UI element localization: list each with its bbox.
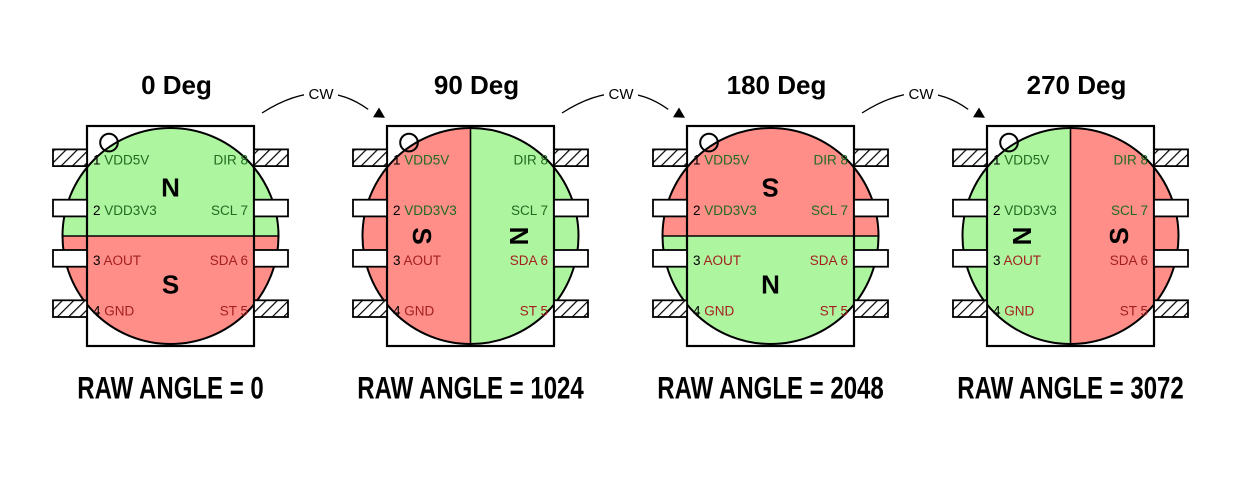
svg-text:S: S [762,172,779,202]
svg-text:S: S [1104,227,1134,244]
svg-text:4 GND: 4 GND [993,303,1035,318]
svg-text:SCL 7: SCL 7 [1111,203,1148,218]
svg-text:DIR 8: DIR 8 [513,152,548,167]
svg-text:DIR 8: DIR 8 [1113,152,1148,167]
svg-text:4 GND: 4 GND [693,303,735,318]
svg-text:3 AOUT: 3 AOUT [393,253,441,268]
svg-text:1 VDD5V: 1 VDD5V [993,152,1049,167]
svg-text:4 GND: 4 GND [93,303,135,318]
svg-text:SDA 6: SDA 6 [210,253,248,268]
svg-text:S: S [407,227,437,244]
svg-text:2 VDD3V3: 2 VDD3V3 [393,203,457,218]
svg-text:N: N [1007,227,1037,246]
svg-text:1 VDD5V: 1 VDD5V [93,152,149,167]
svg-text:N: N [161,172,180,202]
svg-text:DIR 8: DIR 8 [213,152,248,167]
svg-text:SDA 6: SDA 6 [1110,253,1148,268]
svg-text:1 VDD5V: 1 VDD5V [393,152,449,167]
svg-text:ST 5: ST 5 [520,303,548,318]
svg-text:DIR 8: DIR 8 [813,152,848,167]
svg-text:N: N [504,227,534,246]
svg-text:3 AOUT: 3 AOUT [93,253,141,268]
svg-text:S: S [162,270,179,300]
svg-text:ST 5: ST 5 [1120,303,1148,318]
svg-text:2 VDD3V3: 2 VDD3V3 [93,203,157,218]
svg-text:ST 5: ST 5 [820,303,848,318]
svg-text:SCL 7: SCL 7 [211,203,248,218]
svg-text:4 GND: 4 GND [393,303,435,318]
svg-text:SDA 6: SDA 6 [810,253,848,268]
svg-text:SCL 7: SCL 7 [511,203,548,218]
svg-text:3 AOUT: 3 AOUT [993,253,1041,268]
svg-text:3 AOUT: 3 AOUT [693,253,741,268]
svg-text:1 VDD5V: 1 VDD5V [693,152,749,167]
svg-text:N: N [761,270,780,300]
svg-text:SDA 6: SDA 6 [510,253,548,268]
svg-text:ST 5: ST 5 [220,303,248,318]
svg-text:SCL 7: SCL 7 [811,203,848,218]
svg-text:2 VDD3V3: 2 VDD3V3 [993,203,1057,218]
svg-text:2 VDD3V3: 2 VDD3V3 [693,203,757,218]
